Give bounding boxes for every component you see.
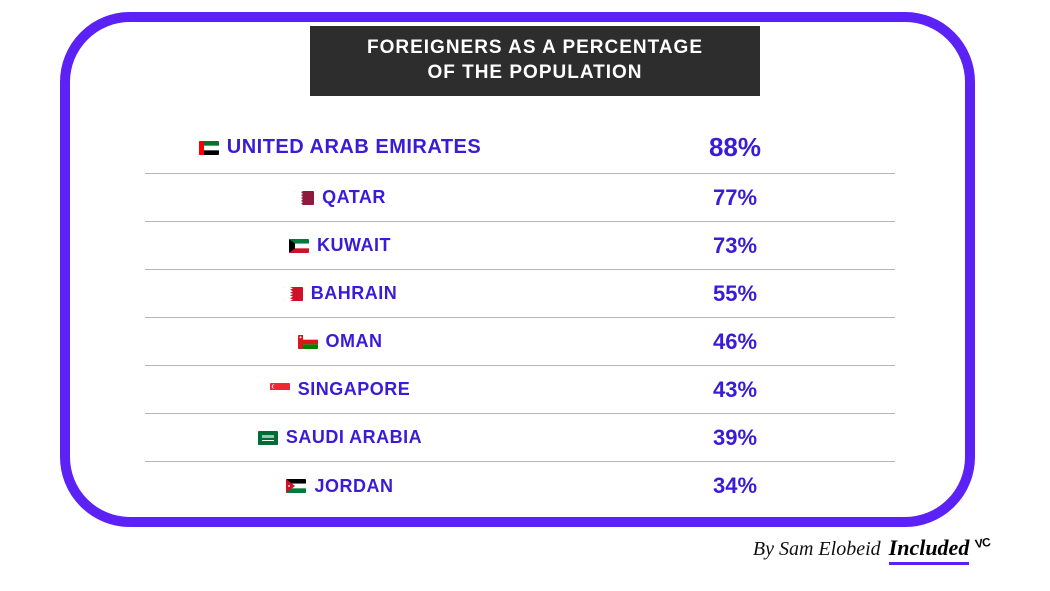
infographic-stage: FOREIGNERS AS A PERCENTAGE OF THE POPULA… — [0, 0, 1050, 591]
country-label: JORDAN — [314, 476, 393, 497]
country-cell: UNITED ARAB EMIRATES — [145, 136, 535, 159]
qatar-flag-icon — [294, 191, 314, 205]
country-cell: SINGAPORE — [145, 379, 535, 400]
table-row: BAHRAIN 55% — [145, 270, 895, 318]
saudi-flag-icon — [258, 431, 278, 445]
bahrain-flag-icon — [283, 287, 303, 301]
country-cell: KUWAIT — [145, 235, 535, 256]
percent-cell: 77% — [535, 185, 895, 211]
country-label: UNITED ARAB EMIRATES — [227, 136, 481, 159]
country-label: KUWAIT — [317, 235, 391, 256]
rounded-frame: FOREIGNERS AS A PERCENTAGE OF THE POPULA… — [60, 12, 975, 527]
table-row: QATAR 77% — [145, 174, 895, 222]
percent-cell: 55% — [535, 281, 895, 307]
jordan-flag-icon — [286, 479, 306, 493]
country-label: OMAN — [326, 331, 383, 352]
table-row: JORDAN 34% — [145, 462, 895, 510]
byline: By Sam Elobeid — [753, 538, 881, 561]
country-label: BAHRAIN — [311, 283, 398, 304]
percent-cell: 88% — [535, 132, 895, 163]
table-row: SINGAPORE 43% — [145, 366, 895, 414]
data-table: UNITED ARAB EMIRATES 88% QATAR 77% KUWAIT 73%… — [145, 122, 895, 510]
kuwait-flag-icon — [289, 239, 309, 253]
table-row: OMAN 46% — [145, 318, 895, 366]
percent-cell: 46% — [535, 329, 895, 355]
country-label: SINGAPORE — [298, 379, 411, 400]
table-row: KUWAIT 73% — [145, 222, 895, 270]
percent-cell: 39% — [535, 425, 895, 451]
title-line-1: FOREIGNERS AS A PERCENTAGE — [367, 37, 703, 58]
country-cell: QATAR — [145, 187, 535, 208]
uae-flag-icon — [199, 141, 219, 155]
brand-suffix: VC — [974, 535, 990, 551]
country-label: QATAR — [322, 187, 386, 208]
country-label: SAUDI ARABIA — [286, 427, 422, 448]
percent-cell: 73% — [535, 233, 895, 259]
oman-flag-icon — [298, 335, 318, 349]
country-cell: OMAN — [145, 331, 535, 352]
percent-cell: 43% — [535, 377, 895, 403]
singapore-flag-icon — [270, 383, 290, 397]
chart-title: FOREIGNERS AS A PERCENTAGE OF THE POPULA… — [310, 26, 760, 96]
country-cell: BAHRAIN — [145, 283, 535, 304]
table-row: SAUDI ARABIA 39% — [145, 414, 895, 462]
title-line-2: OF THE POPULATION — [427, 62, 642, 83]
attribution: By Sam Elobeid Included VC — [753, 535, 990, 561]
table-row: UNITED ARAB EMIRATES 88% — [145, 122, 895, 174]
country-cell: SAUDI ARABIA — [145, 427, 535, 448]
percent-cell: 34% — [535, 473, 895, 499]
brand-name: Included — [889, 535, 970, 561]
country-cell: JORDAN — [145, 476, 535, 497]
